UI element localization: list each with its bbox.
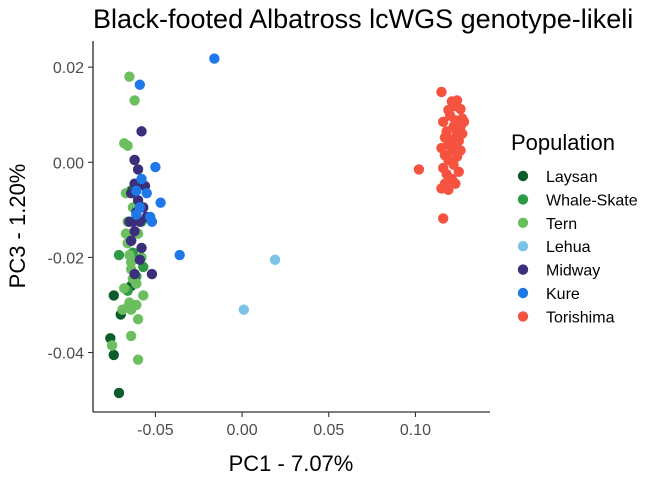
- point-kure: [136, 173, 147, 185]
- point-tern: [125, 330, 137, 342]
- point-tern: [131, 278, 142, 289]
- legend-label-torishima: Torishima: [546, 309, 615, 326]
- point-tern: [124, 71, 135, 82]
- point-tern: [129, 95, 140, 106]
- legend-key-torishima: [517, 311, 529, 322]
- point-torishima: [451, 151, 463, 162]
- x-axis-title: PC1 - 7.07%: [229, 451, 354, 476]
- point-midway: [129, 268, 140, 280]
- y-tick-label: 0.02: [53, 60, 84, 77]
- legend-key-lehua: [517, 241, 529, 252]
- point-laysan: [113, 387, 125, 399]
- axes-layer: [92, 41, 490, 413]
- point-midway: [129, 154, 140, 166]
- point-lehua: [238, 304, 250, 315]
- legend-key-kure: [517, 287, 529, 299]
- x-tick-label: 0.10: [400, 422, 431, 439]
- legend-label-midway: Midway: [546, 263, 600, 280]
- point-tern: [117, 304, 128, 315]
- point-kure: [131, 209, 142, 220]
- point-tern: [138, 290, 149, 301]
- point-kure: [134, 79, 146, 90]
- point-tern: [106, 340, 118, 351]
- legend-label-kure: Kure: [546, 286, 580, 303]
- legend-title: Population: [511, 130, 615, 155]
- legend-key-midway: [517, 264, 529, 275]
- point-kure: [155, 197, 166, 208]
- point-torishima: [413, 164, 425, 175]
- point-torishima: [437, 116, 449, 128]
- point-tern: [120, 228, 132, 239]
- point-tern: [131, 299, 142, 311]
- point-laysan: [108, 290, 120, 301]
- y-tick-label: 0.00: [53, 155, 84, 172]
- point-laysan: [108, 349, 120, 361]
- point-torishima: [448, 159, 459, 170]
- point-midway: [129, 226, 140, 237]
- point-midway: [136, 126, 147, 137]
- legend-label-lehua: Lehua: [546, 239, 591, 256]
- x-tick-label: 0.00: [227, 422, 258, 439]
- legend-key-tern: [517, 217, 529, 228]
- chart-title: Black-footed Albatross lcWGS genotype-li…: [93, 4, 633, 34]
- point-kure: [150, 161, 161, 173]
- point-midway: [125, 235, 137, 246]
- point-kure: [146, 216, 158, 227]
- points-layer: [105, 53, 470, 399]
- point-midway: [124, 216, 135, 227]
- point-torishima: [455, 103, 466, 115]
- y-tick-label: -0.02: [48, 250, 85, 267]
- legend: Population Laysan Whale-Skate Tern Lehua Mid…: [511, 130, 638, 326]
- legend-label-tern: Tern: [546, 216, 577, 233]
- point-tern: [122, 140, 133, 151]
- point-torishima: [437, 213, 449, 224]
- point-midway: [146, 268, 158, 280]
- point-lehua: [269, 254, 281, 265]
- point-midway: [136, 242, 147, 254]
- legend-key-whale-skate: [517, 194, 529, 205]
- legend-label-laysan: Laysan: [546, 169, 598, 186]
- point-torishima: [443, 184, 454, 196]
- point-kure: [131, 185, 142, 197]
- point-kure: [141, 188, 152, 199]
- point-tern: [132, 354, 144, 365]
- point-torishima: [436, 86, 447, 98]
- legend-key-laysan: [517, 170, 529, 182]
- y-axis-title: PC3 - 1.20%: [5, 164, 30, 289]
- ticks-layer: -0.05 0.00 0.05 0.10 -0.04 -0.02 0.00 0.02: [48, 60, 432, 439]
- point-midway: [132, 164, 144, 175]
- point-tern: [125, 256, 137, 268]
- point-midway: [134, 254, 146, 265]
- point-whale-skate: [113, 249, 125, 261]
- x-tick-label: -0.05: [137, 422, 174, 439]
- point-kure: [209, 53, 220, 64]
- point-torishima: [453, 166, 464, 178]
- y-tick-label: -0.04: [48, 346, 85, 363]
- point-tern: [119, 283, 130, 294]
- point-tern: [132, 314, 144, 325]
- point-torishima: [450, 178, 461, 189]
- x-tick-label: 0.05: [313, 422, 344, 439]
- legend-label-whale-skate: Whale-Skate: [546, 192, 638, 209]
- point-kure: [174, 249, 185, 261]
